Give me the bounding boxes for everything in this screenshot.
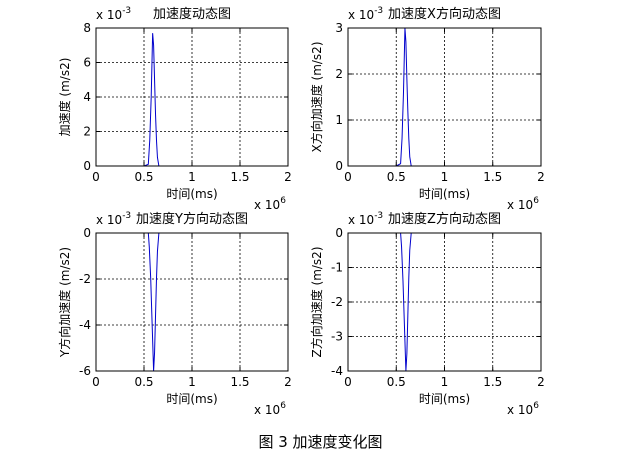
x-tick-label: 1 <box>441 170 449 184</box>
y-tick-label: 2 <box>335 67 343 81</box>
y-exponent-label: x 10-3 <box>348 6 383 22</box>
x-tick-label: 2 <box>284 170 292 184</box>
y-exponent-base: x 10 <box>96 213 122 227</box>
y-exponent-base: x 10 <box>96 8 122 22</box>
x-tick-label: 0 <box>344 375 352 389</box>
y-axis-label: 加速度 (m/s2) <box>57 58 72 137</box>
y-axis-label: X方向加速度 (m/s2) <box>309 41 324 152</box>
chart-title: 加速度Z方向动态图 <box>388 211 501 227</box>
y-tick-label: 0 <box>83 226 91 240</box>
x-exponent-base: x 10 <box>254 198 280 212</box>
x-exponent-label: x 106 <box>254 196 286 212</box>
x-tick-label: 1.5 <box>230 170 249 184</box>
y-tick-label: 8 <box>83 21 91 35</box>
y-exponent-power: -3 <box>374 6 383 16</box>
y-axis-label: Y方向加速度 (m/s2) <box>57 247 72 358</box>
y-tick-label: 1 <box>335 113 343 127</box>
x-exponent-power: 6 <box>280 401 286 411</box>
x-axis-label: 时间(ms) <box>419 392 470 406</box>
x-tick-label: 1.5 <box>483 375 502 389</box>
x-tick-label: 0 <box>344 170 352 184</box>
series-line <box>147 232 160 372</box>
y-exponent-base: x 10 <box>348 213 374 227</box>
x-axis-label: 时间(ms) <box>166 392 217 406</box>
y-tick-label: 0 <box>335 226 343 240</box>
x-exponent-power: 6 <box>533 196 539 206</box>
chart-title: 加速度Y方向动态图 <box>136 211 248 227</box>
y-tick-label: 0 <box>335 159 343 173</box>
figure-caption: 图 3 加速度变化图 <box>258 433 383 451</box>
x-tick-label: 2 <box>537 170 545 184</box>
x-tick-label: 1 <box>188 375 196 389</box>
y-exponent-label: x 10-3 <box>348 211 383 227</box>
y-exponent-label: x 10-3 <box>96 6 131 22</box>
x-exponent-base: x 10 <box>507 403 533 417</box>
y-tick-label: -3 <box>331 330 343 344</box>
y-exponent-power: -3 <box>374 211 383 221</box>
y-exponent-label: x 10-3 <box>96 211 131 227</box>
x-tick-label: 0 <box>92 170 100 184</box>
series-line <box>400 232 412 372</box>
x-exponent-label: x 106 <box>507 401 539 417</box>
x-tick-label: 0.5 <box>387 375 406 389</box>
x-exponent-label: x 106 <box>507 196 539 212</box>
x-tick-label: 0 <box>92 375 100 389</box>
y-tick-label: -4 <box>331 364 343 378</box>
y-tick-label: 3 <box>335 21 343 35</box>
y-tick-label: -4 <box>79 318 91 332</box>
x-tick-label: 2 <box>537 375 545 389</box>
x-exponent-power: 6 <box>533 401 539 411</box>
y-tick-label: 4 <box>83 90 91 104</box>
chart-title: 加速度X方向动态图 <box>388 6 501 22</box>
x-tick-label: 1.5 <box>483 170 502 184</box>
x-tick-label: 1 <box>441 375 449 389</box>
x-exponent-base: x 10 <box>254 403 280 417</box>
y-axis-label: Z方向加速度 (m/s2) <box>309 246 324 357</box>
x-tick-label: 1.5 <box>230 375 249 389</box>
y-exponent-power: -3 <box>122 211 131 221</box>
y-tick-label: -1 <box>331 261 343 275</box>
x-exponent-power: 6 <box>280 196 286 206</box>
y-exponent-base: x 10 <box>348 8 374 22</box>
y-tick-label: -2 <box>79 272 91 286</box>
x-exponent-label: x 106 <box>254 401 286 417</box>
y-tick-label: 6 <box>83 56 91 70</box>
x-axis-label: 时间(ms) <box>166 187 217 201</box>
y-tick-label: -2 <box>331 295 343 309</box>
chart-title: 加速度动态图 <box>153 6 231 22</box>
x-exponent-base: x 10 <box>507 198 533 212</box>
x-tick-label: 1 <box>188 170 196 184</box>
x-tick-label: 0.5 <box>134 375 153 389</box>
x-tick-label: 0.5 <box>387 170 406 184</box>
y-tick-label: 2 <box>83 125 91 139</box>
x-tick-label: 2 <box>284 375 292 389</box>
y-tick-label: -6 <box>79 364 91 378</box>
y-exponent-power: -3 <box>122 6 131 16</box>
x-tick-label: 0.5 <box>134 170 153 184</box>
y-tick-label: 0 <box>83 159 91 173</box>
x-axis-label: 时间(ms) <box>419 187 470 201</box>
